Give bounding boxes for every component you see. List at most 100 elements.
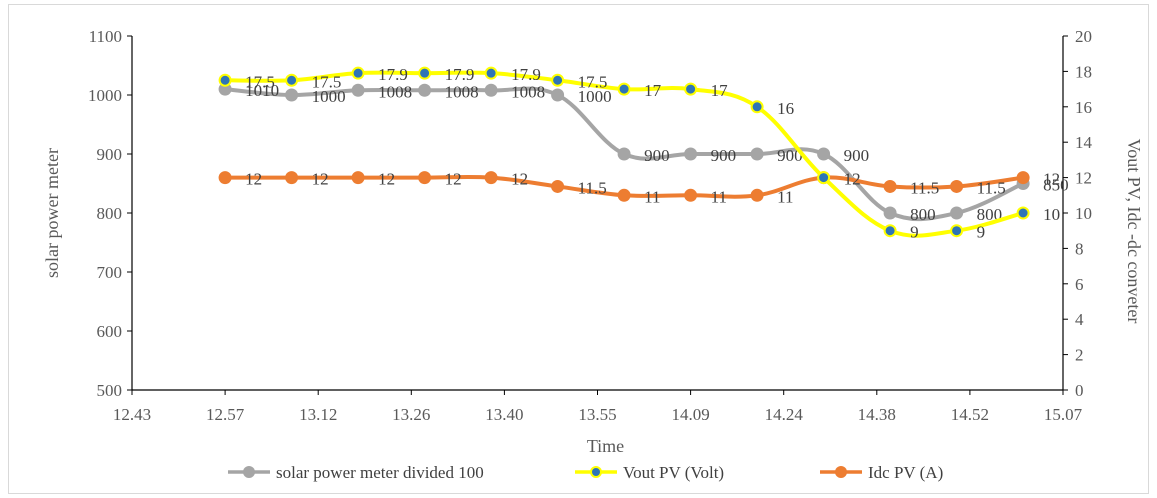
y-right-tick-label: 0	[1075, 381, 1084, 400]
data-point-solar-power-meter-divided-100	[817, 147, 831, 161]
data-label-vout-pv-volt: 16	[777, 99, 794, 118]
data-point-idc-pv-a	[484, 171, 498, 185]
data-point-idc-pv-a	[351, 171, 365, 185]
data-point-vout-pv-volt	[750, 100, 764, 114]
y-right-tick-label: 20	[1075, 27, 1092, 46]
data-point-vout-pv-volt	[351, 66, 365, 80]
data-point-solar-power-meter-divided-100	[617, 147, 631, 161]
data-point-idc-pv-a	[883, 179, 897, 193]
y-right-tick-label: 16	[1075, 98, 1092, 117]
data-point-solar-power-meter-divided-100	[750, 147, 764, 161]
legend-label-idc-pv-a: Idc PV (A)	[868, 463, 943, 482]
data-label-idc-pv-a: 12	[844, 170, 861, 189]
data-point-vout-pv-volt	[418, 66, 432, 80]
data-point-idc-pv-a	[551, 179, 565, 193]
data-label-idc-pv-a: 12	[1043, 170, 1060, 189]
data-point-solar-power-meter-divided-100	[950, 206, 964, 220]
data-label-vout-pv-volt: 17.9	[511, 65, 541, 84]
data-point-idc-pv-a	[1016, 171, 1030, 185]
legend-label-vout-pv-volt: Vout PV (Volt)	[623, 463, 724, 482]
data-label-solar-power-meter-divided-100: 1010	[245, 81, 279, 100]
x-tick-label: 14.09	[671, 405, 709, 424]
y-left-tick-label: 700	[97, 263, 123, 282]
chart-frame	[8, 4, 1149, 494]
x-tick-label: 14.38	[858, 405, 896, 424]
x-tick-label: 14.52	[951, 405, 989, 424]
data-point-vout-pv-volt	[1016, 206, 1030, 220]
y-right-tick-label: 8	[1075, 239, 1084, 258]
data-label-solar-power-meter-divided-100: 1008	[511, 82, 545, 101]
data-label-vout-pv-volt: 9	[977, 223, 986, 242]
data-label-idc-pv-a: 11.5	[910, 178, 939, 197]
data-label-solar-power-meter-divided-100: 850	[1043, 176, 1069, 195]
x-tick-label: 13.55	[578, 405, 616, 424]
data-point-vout-pv-volt	[484, 66, 498, 80]
data-point-vout-pv-volt	[285, 73, 299, 87]
data-label-solar-power-meter-divided-100: 900	[644, 146, 670, 165]
data-label-vout-pv-volt: 17.5	[578, 72, 608, 91]
legend-marker-solar-power-meter-divided-100	[243, 466, 255, 478]
data-label-solar-power-meter-divided-100: 1000	[578, 87, 612, 106]
data-point-vout-pv-volt	[817, 171, 831, 185]
y-left-tick-label: 500	[97, 381, 123, 400]
data-label-solar-power-meter-divided-100: 1008	[378, 82, 412, 101]
x-axis-title: Time	[587, 436, 624, 456]
data-label-vout-pv-volt: 10	[1043, 205, 1060, 224]
data-point-solar-power-meter-divided-100	[285, 88, 299, 102]
y-right-tick-label: 4	[1075, 310, 1084, 329]
data-label-idc-pv-a: 11	[644, 187, 660, 206]
data-point-solar-power-meter-divided-100	[883, 206, 897, 220]
data-label-solar-power-meter-divided-100: 800	[977, 205, 1003, 224]
y-right-tick-label: 12	[1075, 169, 1092, 188]
data-point-idc-pv-a	[684, 188, 698, 202]
y-left-tick-label: 1100	[89, 27, 122, 46]
data-point-idc-pv-a	[218, 171, 232, 185]
data-point-solar-power-meter-divided-100	[418, 83, 432, 97]
data-label-idc-pv-a: 12	[511, 170, 528, 189]
data-point-solar-power-meter-divided-100	[351, 83, 365, 97]
data-label-solar-power-meter-divided-100: 1000	[312, 87, 346, 106]
data-label-vout-pv-volt: 17.5	[245, 72, 275, 91]
data-label-idc-pv-a: 12	[312, 170, 329, 189]
data-label-idc-pv-a: 11	[711, 187, 727, 206]
y-right-tick-label: 6	[1075, 275, 1084, 294]
data-label-idc-pv-a: 12	[245, 170, 262, 189]
legend-label-solar-power-meter-divided-100: solar power meter divided 100	[276, 463, 484, 482]
data-point-vout-pv-volt	[950, 224, 964, 238]
y-axis-right-title: Vout PV, Idc -dc conveter	[1124, 139, 1144, 324]
y-right-tick-label: 18	[1075, 62, 1092, 81]
data-label-idc-pv-a: 11.5	[977, 178, 1006, 197]
data-label-solar-power-meter-divided-100: 1008	[445, 82, 479, 101]
data-point-solar-power-meter-divided-100	[484, 83, 498, 97]
legend-marker-idc-pv-a	[835, 466, 847, 478]
data-label-solar-power-meter-divided-100: 900	[711, 146, 737, 165]
data-point-idc-pv-a	[285, 171, 299, 185]
y-left-tick-label: 900	[97, 145, 123, 164]
y-left-tick-label: 600	[97, 322, 123, 341]
data-label-vout-pv-volt: 17.9	[445, 65, 475, 84]
data-point-idc-pv-a	[950, 179, 964, 193]
y-right-tick-label: 2	[1075, 346, 1084, 365]
data-point-idc-pv-a	[750, 188, 764, 202]
data-label-vout-pv-volt: 9	[910, 223, 919, 242]
data-label-idc-pv-a: 11.5	[578, 178, 607, 197]
y-left-tick-label: 1000	[88, 86, 122, 105]
data-label-solar-power-meter-divided-100: 800	[910, 205, 936, 224]
data-point-vout-pv-volt	[218, 73, 232, 87]
legend-marker-vout-pv-volt	[590, 466, 602, 478]
data-point-idc-pv-a	[418, 171, 432, 185]
x-tick-label: 15.07	[1044, 405, 1083, 424]
y-left-tick-label: 800	[97, 204, 123, 223]
x-tick-label: 12.43	[113, 405, 151, 424]
data-point-vout-pv-volt	[684, 82, 698, 96]
data-label-idc-pv-a: 11	[777, 187, 793, 206]
x-tick-label: 12.57	[206, 405, 245, 424]
x-tick-label: 13.26	[392, 405, 430, 424]
x-tick-label: 14.24	[765, 405, 804, 424]
x-tick-label: 13.40	[485, 405, 523, 424]
data-label-vout-pv-volt: 17.9	[378, 65, 408, 84]
data-label-solar-power-meter-divided-100: 900	[844, 146, 870, 165]
data-label-solar-power-meter-divided-100: 900	[777, 146, 803, 165]
data-label-vout-pv-volt: 17.5	[312, 72, 342, 91]
data-point-solar-power-meter-divided-100	[684, 147, 698, 161]
